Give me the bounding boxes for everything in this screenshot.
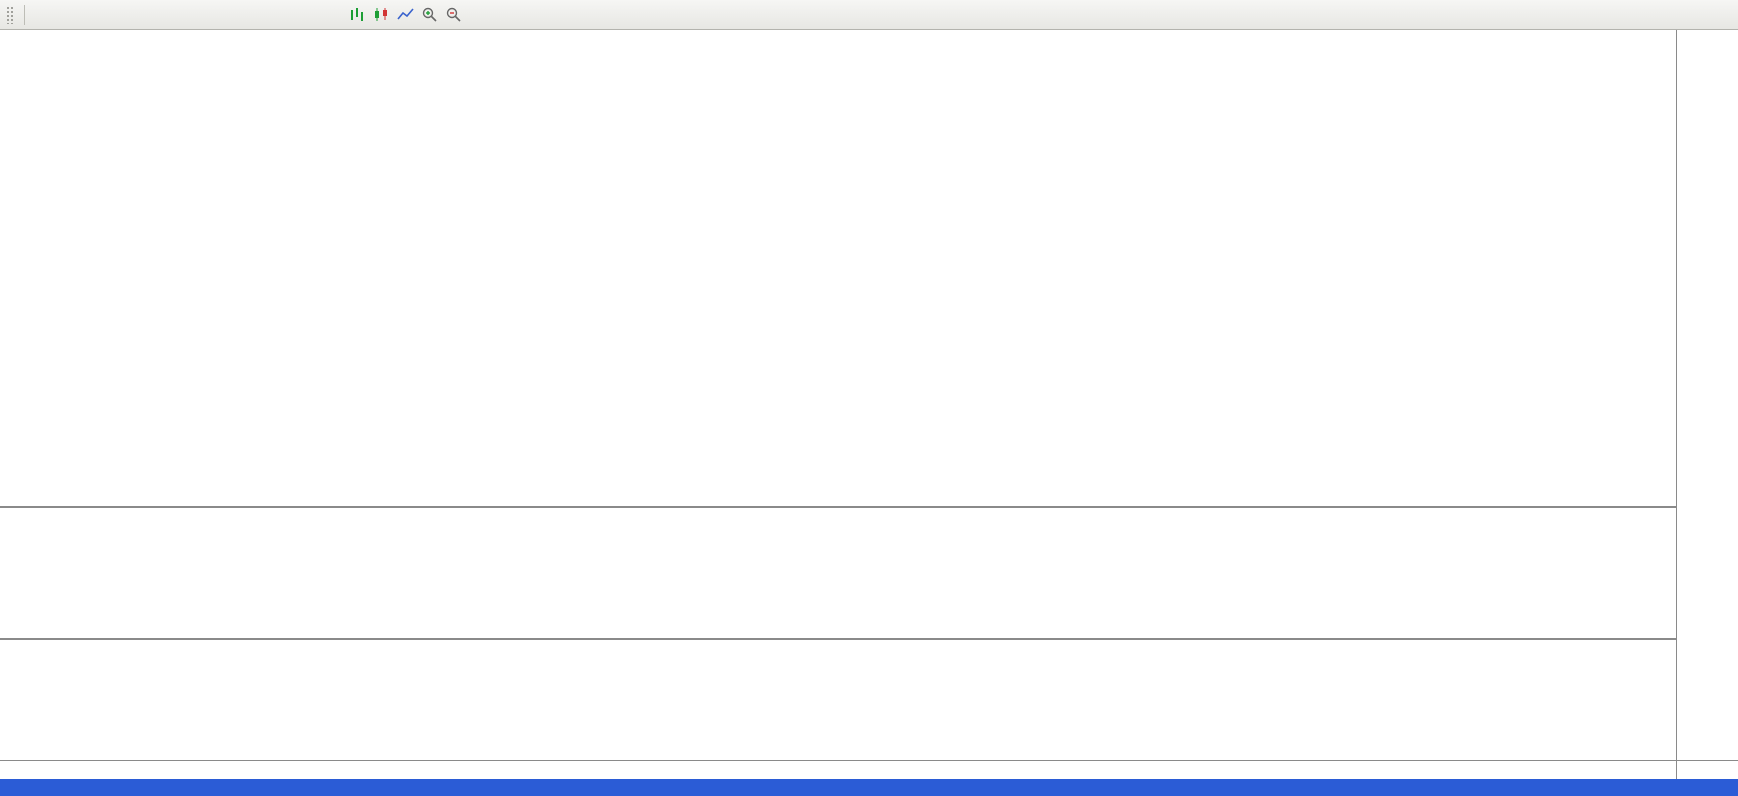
price-chart-canvas[interactable]	[0, 30, 1676, 506]
rsi-canvas[interactable]	[0, 640, 1676, 760]
zoom-in-icon[interactable]	[422, 7, 438, 22]
bottom-bar	[0, 779, 1738, 796]
price-axis-separator	[1676, 30, 1677, 779]
toolbar-separator	[24, 4, 25, 25]
line-chart-icon[interactable]	[397, 7, 414, 22]
toolbar	[0, 0, 1738, 30]
chart-title	[8, 34, 20, 46]
toolbar-drag-handle[interactable]	[6, 5, 13, 24]
price-axis	[1677, 30, 1738, 779]
candlestick-chart-icon[interactable]	[373, 7, 389, 22]
time-axis-separator	[0, 760, 1738, 761]
panel-resize-separator[interactable]	[0, 638, 1676, 640]
macd-label	[8, 512, 17, 524]
panel-resize-separator[interactable]	[0, 506, 1676, 508]
rsi-label	[8, 644, 13, 656]
zoom-out-icon[interactable]	[446, 7, 462, 22]
bar-chart-icon[interactable]	[349, 7, 365, 22]
macd-canvas[interactable]	[0, 508, 1676, 638]
time-axis	[0, 761, 1676, 779]
